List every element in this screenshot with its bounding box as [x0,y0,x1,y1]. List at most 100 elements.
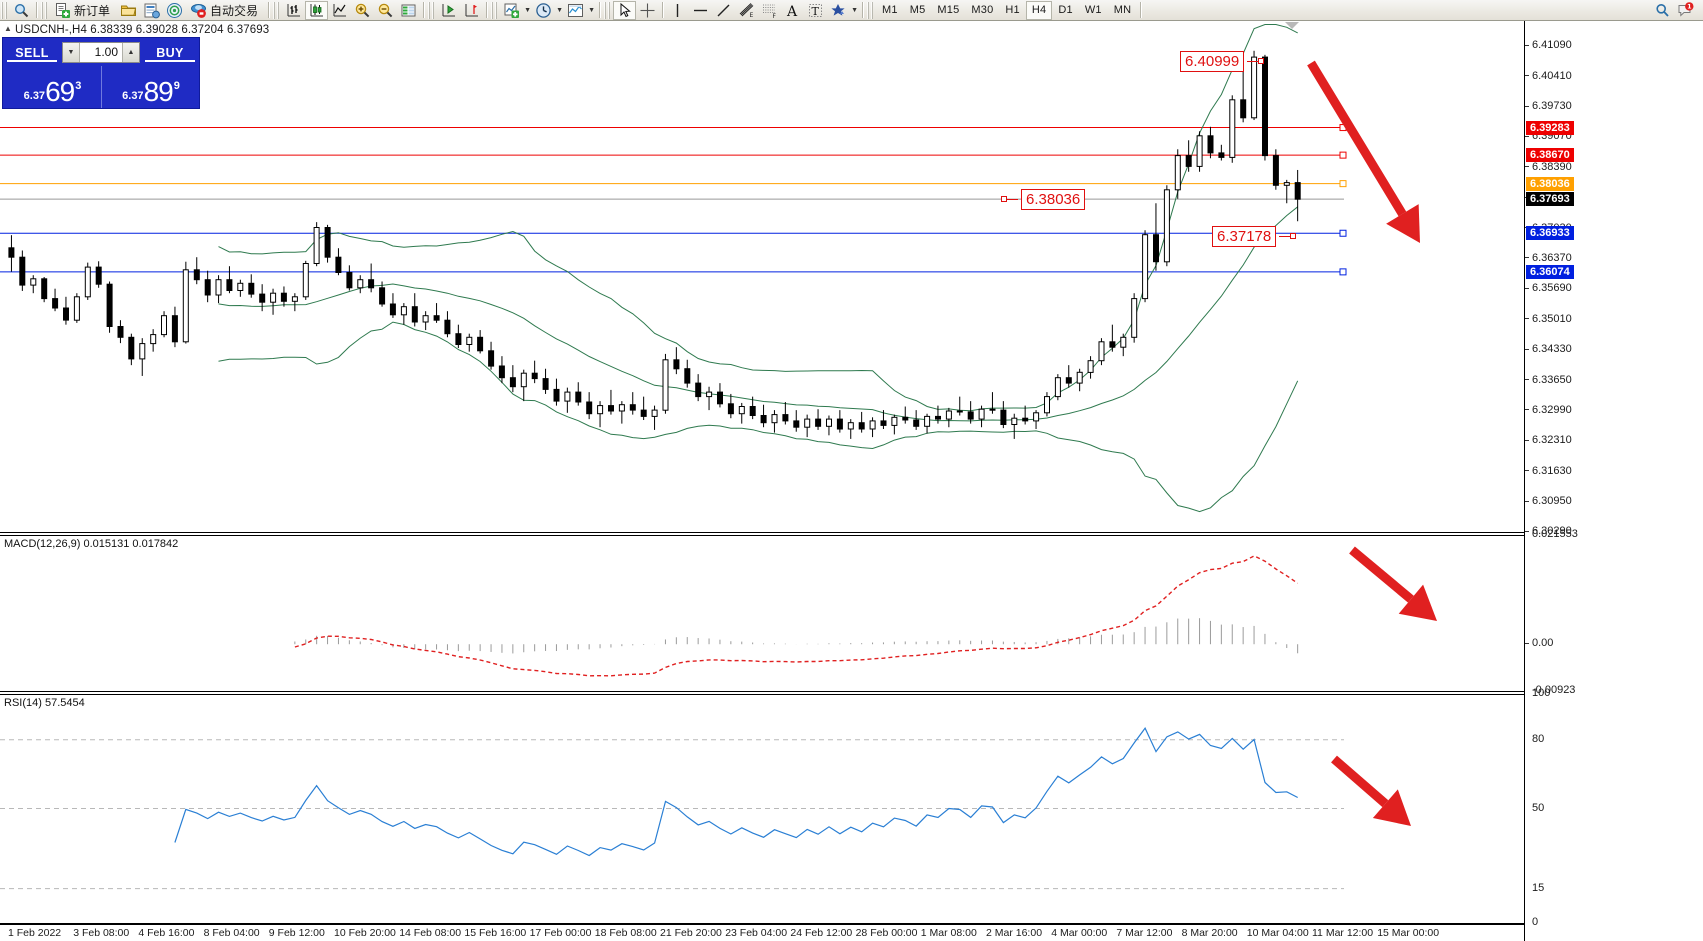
resistance-level-tag-2[interactable]: 6.38670 [1526,148,1574,163]
price-trend-arrow[interactable] [1307,60,1420,243]
search-icon[interactable] [1651,1,1674,20]
price-level-handle[interactable] [1339,124,1347,132]
indicators-chevron-down-icon[interactable]: ▼ [524,6,531,14]
crosshair-icon[interactable] [636,1,659,20]
signals-icon[interactable] [163,1,186,20]
tf-m1[interactable]: M1 [882,4,898,16]
toolbar-grip[interactable] [491,1,499,19]
tf-w1[interactable]: W1 [1084,4,1102,16]
rsi-pane-bottom-border [0,923,1524,924]
tf-m30[interactable]: M30 [971,4,994,16]
equidistant-channel-icon[interactable]: E [735,1,758,20]
candlestick [1065,365,1072,388]
buy-price[interactable]: 6.37 89 9 [101,66,199,108]
price-level-handle[interactable] [1339,229,1347,237]
time-axis-label: 11 Mar 12:00 [1312,927,1374,939]
candlestick [869,417,876,438]
candlestick [313,222,320,267]
auto-scroll-icon[interactable] [437,1,460,20]
support-level-tag-1[interactable]: 6.36933 [1526,226,1574,241]
volume-increase-button[interactable]: ▲ [122,42,139,62]
periods-chevron-down-icon[interactable]: ▼ [556,6,563,14]
time-axis[interactable]: 1 Feb 2022 3 Feb 08:00 4 Feb 16:00 8 Feb 04… [0,924,1524,941]
annotation-low-price[interactable]: 6.37178 [1212,226,1297,247]
macd-trend-arrow[interactable] [1349,546,1437,621]
text-icon[interactable]: A [781,1,804,20]
toolbar-grip[interactable] [41,1,48,19]
data-window-icon[interactable] [397,1,420,20]
tf-m5[interactable]: M5 [909,4,926,16]
chart-area[interactable]: ▲ USDCNH-,H4 6.38339 6.39028 6.37204 6.37… [0,21,1703,941]
zoom-in-icon[interactable] [351,1,374,20]
candlestick [8,235,15,272]
sell-price[interactable]: 6.37 69 3 [3,66,101,108]
new-order-button[interactable]: 新订单 [50,1,117,20]
annotation-high-price-text: 6.40999 [1185,53,1240,70]
notifications-icon[interactable]: 1 [1674,1,1697,20]
annotation-high-price[interactable]: 6.40999 [1180,51,1265,72]
candlestick [411,293,418,327]
trendline-glyph-icon [715,2,732,19]
trendline-icon[interactable] [712,1,735,20]
buy-button[interactable]: BUY [145,42,195,62]
volume-decrease-button[interactable]: ▼ [63,42,80,62]
sell-button[interactable]: SELL [7,42,57,62]
macd-signal-line [294,555,1299,677]
volume-value[interactable]: 1.00 [94,45,118,59]
zoom-out-icon[interactable] [374,1,397,20]
zoom-magnifier-icon[interactable] [10,1,33,20]
shapes-chevron-down-icon[interactable]: ▼ [851,6,858,14]
one-click-trade-panel[interactable]: SELL ▼ 1.00 ▲ BUY 6.37 69 3 6.37 89 9 [2,37,200,109]
last-price-tag[interactable]: 6.37693 [1526,192,1574,207]
indicators-glyph-icon [503,2,520,19]
horizontal-line-icon[interactable] [689,1,712,20]
chart-shift-caret-icon[interactable] [1285,22,1299,29]
chart-canvas[interactable] [0,21,1524,941]
pending-level-tag[interactable]: 6.38036 [1526,176,1574,191]
volume-stepper[interactable]: ▼ 1.00 ▲ [62,41,140,63]
tf-m15[interactable]: M15 [937,4,960,16]
line-chart-icon[interactable] [328,1,351,20]
templates-chevron-down-icon[interactable]: ▼ [588,6,595,14]
toolbar-grip[interactable] [273,1,281,19]
price-axis-tick: 6.36370 [1525,252,1572,264]
autotrading-button[interactable]: 自动交易 [186,1,265,20]
tf-d1[interactable]: D1 [1058,4,1073,16]
chart-shift-icon[interactable] [460,1,483,20]
text-label-icon[interactable]: T [804,1,827,20]
indicators-icon[interactable] [500,1,523,20]
vline-glyph-icon [669,2,686,19]
terminal-icon[interactable] [140,1,163,20]
bar-chart-icon[interactable] [282,1,305,20]
rsi-trend-arrow[interactable] [1331,755,1411,826]
folder-icon[interactable] [117,1,140,20]
templates-icon[interactable] [564,1,587,20]
shapes-icon[interactable] [827,1,850,20]
toolbar-grip[interactable] [1,1,8,19]
vertical-line-icon[interactable] [666,1,689,20]
price-level-handle[interactable] [1339,268,1347,276]
toolbar-grip[interactable] [867,1,875,19]
new-order-label: 新订单 [74,3,111,18]
annotation-mid-price[interactable]: 6.38036 [1001,189,1086,210]
fibonacci-icon[interactable]: F [758,1,781,20]
cursor-icon[interactable] [613,0,637,20]
annotation-anchor-handle[interactable] [1001,196,1007,202]
toolbar-grip[interactable] [428,1,436,19]
support-level-tag-2[interactable]: 6.36074 [1526,264,1574,279]
tf-h4[interactable]: H4 [1025,0,1053,20]
toolbar-grip[interactable] [604,1,612,19]
candlestick-chart-icon[interactable] [305,0,329,20]
candlestick [1109,324,1116,352]
price-axis[interactable]: 6.410906.404106.397306.390706.383906.377… [1524,21,1703,941]
tf-h1[interactable]: H1 [1005,4,1020,16]
collapse-triangle-icon[interactable]: ▲ [4,24,13,33]
annotation-anchor-handle[interactable] [1290,233,1297,239]
resistance-level-tag-1[interactable]: 6.39283 [1526,120,1574,135]
periods-icon[interactable] [532,1,555,20]
price-level-handle[interactable] [1339,151,1347,159]
annotation-anchor-handle[interactable] [1258,58,1265,64]
price-level-handle[interactable] [1339,180,1347,188]
tf-mn[interactable]: MN [1113,4,1132,16]
candlestick [509,365,516,393]
